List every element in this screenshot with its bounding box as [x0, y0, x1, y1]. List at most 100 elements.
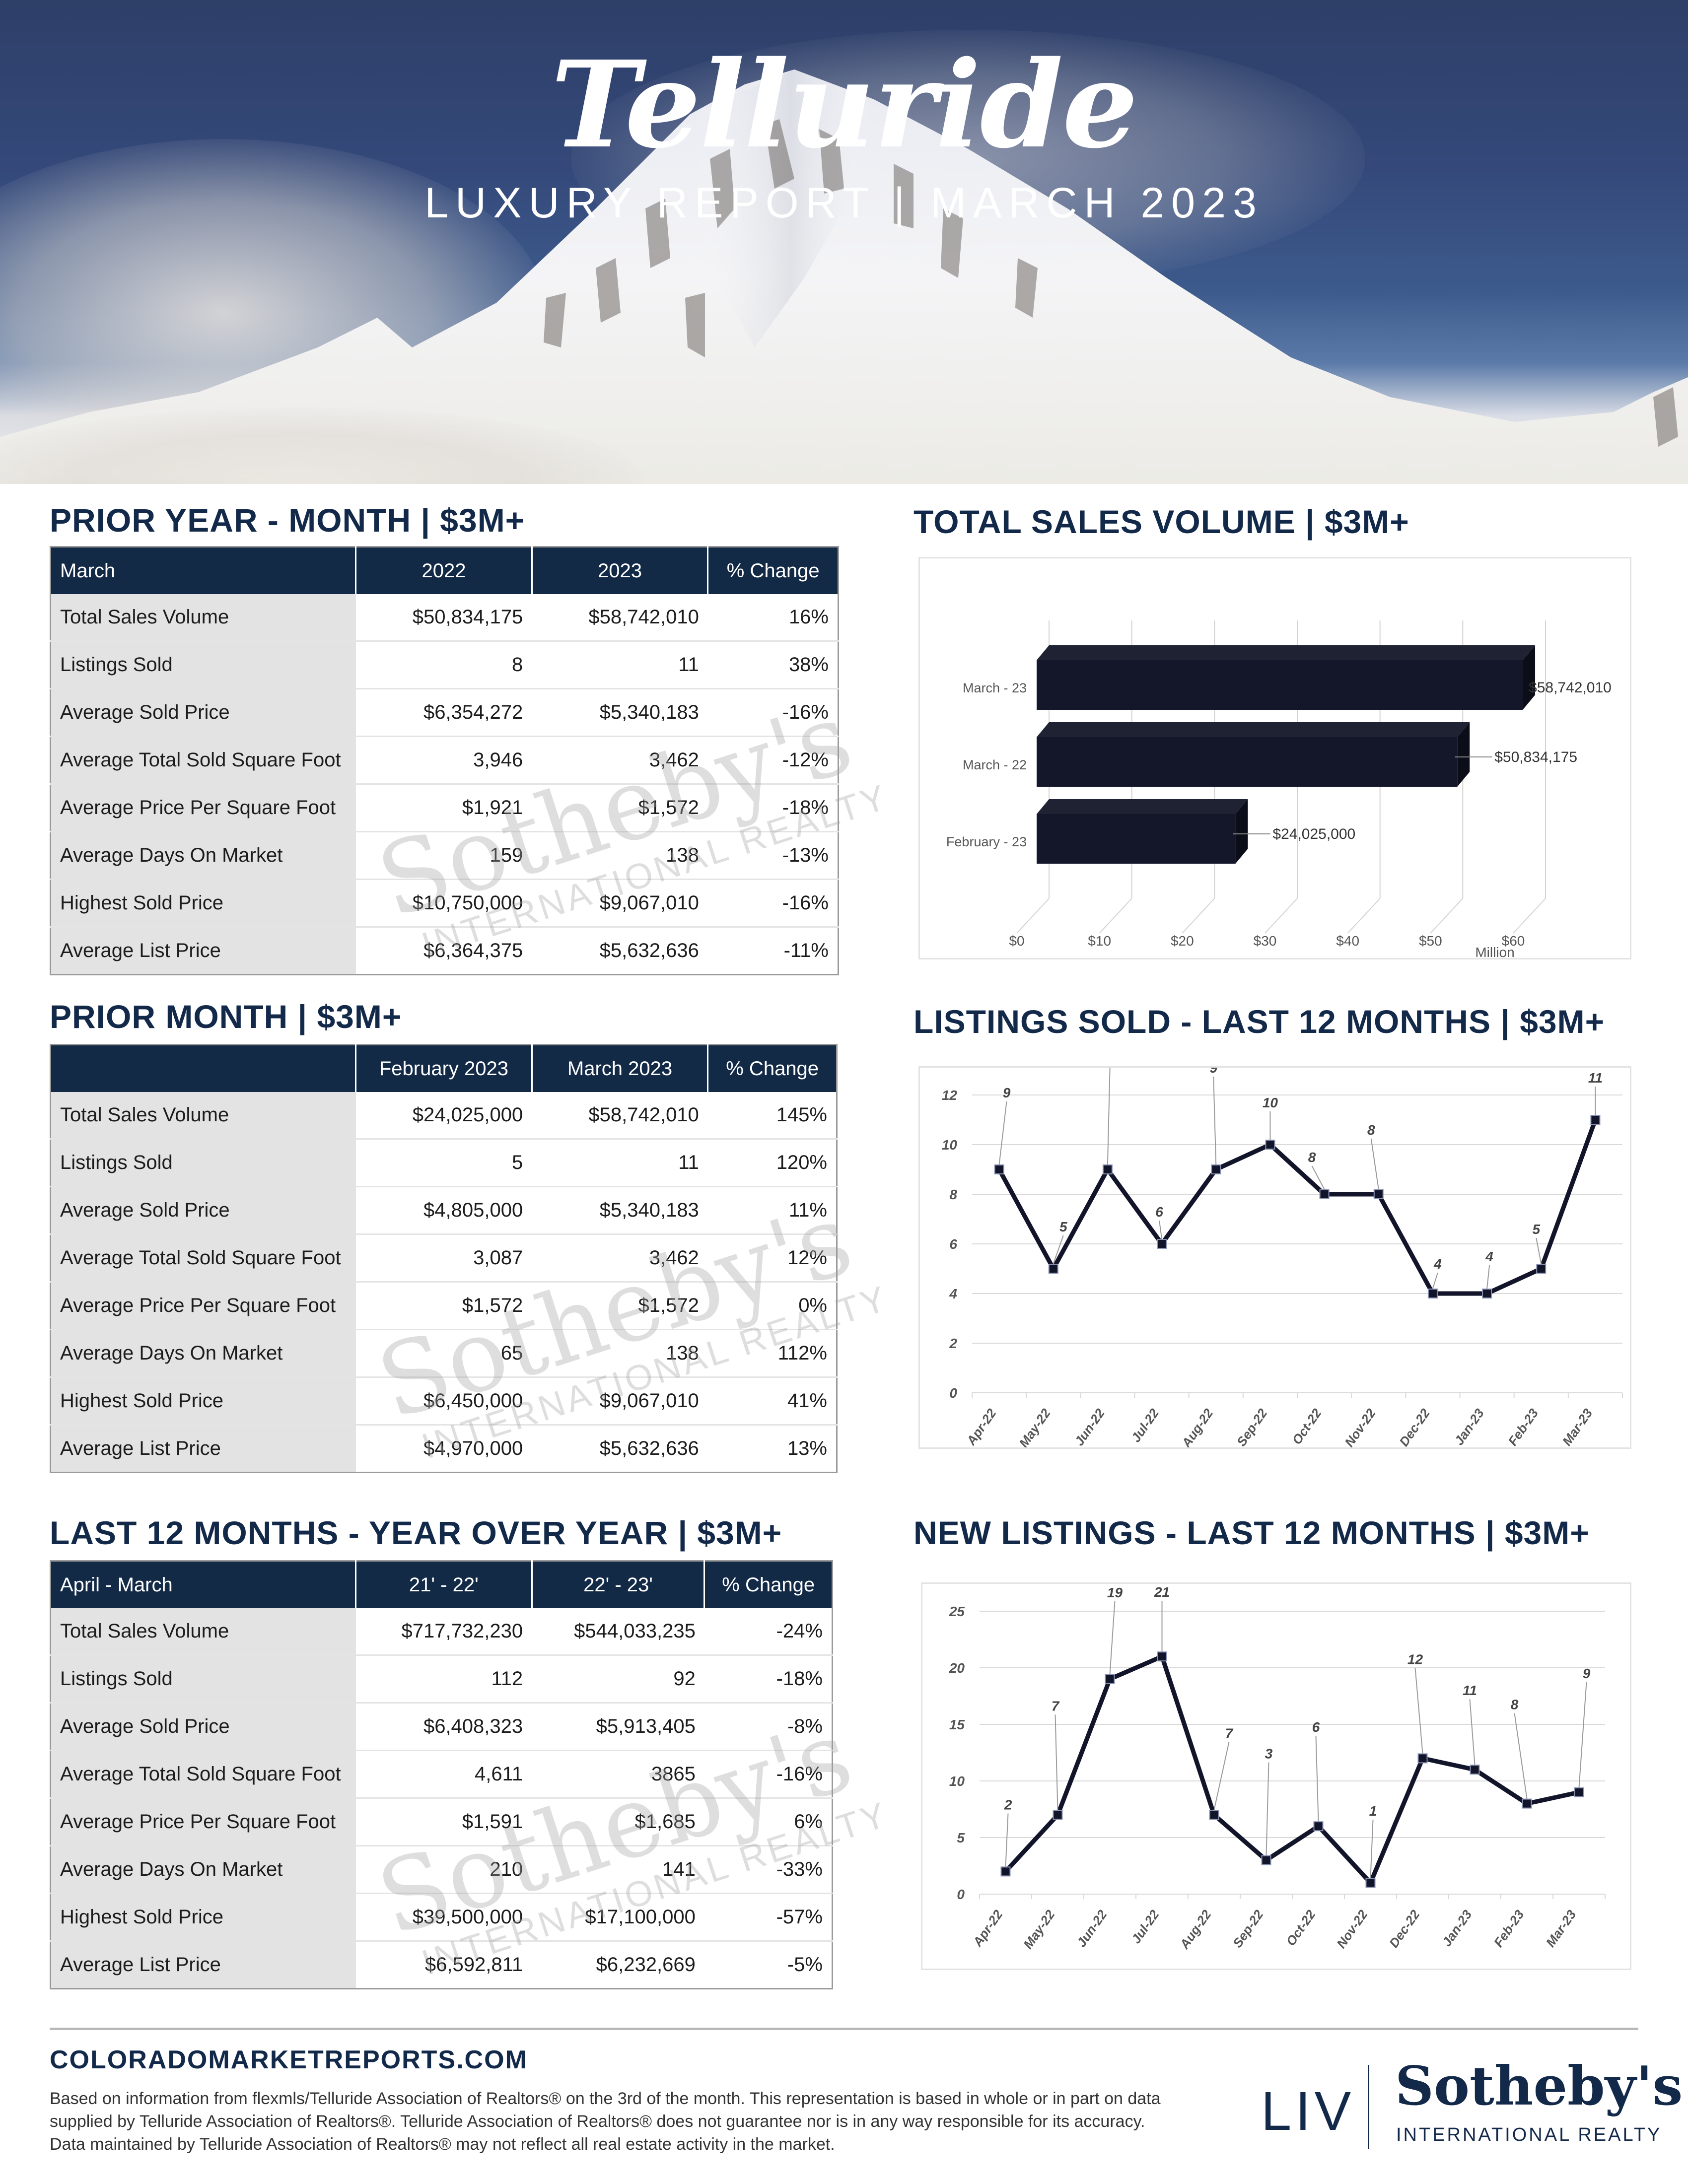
- x-tick-label: Apr-22: [963, 1406, 999, 1447]
- cell-value: $1,572: [532, 1281, 708, 1330]
- prior-year-month-table: March 2022 2023 % Change Total Sales Vol…: [50, 546, 839, 975]
- cell-change: -5%: [704, 1940, 833, 1989]
- y-tick-label: 25: [949, 1604, 965, 1619]
- data-marker: [1482, 1289, 1492, 1298]
- x-tick-label: Nov-22: [1341, 1406, 1379, 1447]
- cell-change: 112%: [707, 1329, 837, 1377]
- x-axis-label: Million: [1475, 945, 1514, 958]
- cell-value: 8: [355, 640, 532, 689]
- cell-value: 141: [532, 1845, 704, 1894]
- x-tick-label: Nov-22: [1334, 1907, 1371, 1951]
- cell-value: $5,340,183: [532, 688, 708, 737]
- cell-change: 12%: [707, 1233, 837, 1282]
- data-marker: [1417, 1753, 1428, 1764]
- cell-value: $6,364,375: [355, 926, 532, 975]
- row-label: Average Total Sold Square Foot: [50, 1233, 356, 1282]
- hero-title: Telluride: [551, 35, 1138, 175]
- cell-change: -16%: [707, 688, 839, 737]
- cell-value: 3865: [532, 1750, 704, 1798]
- column-header: 2023: [532, 546, 709, 594]
- cell-value: $58,742,010: [532, 1092, 708, 1139]
- category-label: March - 22: [963, 757, 1027, 772]
- table-row: Listings Sold 5 11 120%: [50, 1138, 837, 1187]
- row-label: Total Sales Volume: [50, 1608, 356, 1655]
- row-label: Average Sold Price: [50, 1702, 356, 1751]
- table-row: Average Sold Price $4,805,000 $5,340,183 11…: [50, 1186, 837, 1234]
- column-header: % Change: [704, 1561, 833, 1608]
- bar: [1037, 814, 1236, 864]
- y-tick-label: 5: [957, 1830, 965, 1845]
- column-header: 21' - 22': [355, 1561, 533, 1608]
- row-label: Average Days On Market: [50, 1329, 356, 1377]
- x-tick-label: $20: [1171, 933, 1194, 949]
- cell-value: $39,500,000: [355, 1893, 532, 1941]
- chart-title-new-listings: NEW LISTINGS - LAST 12 MONTHS | $3M+: [914, 1514, 1590, 1551]
- x-tick-label: Aug-22: [1178, 1406, 1216, 1447]
- column-header: April - March: [50, 1561, 356, 1608]
- cell-value: $4,805,000: [355, 1186, 532, 1234]
- table-row: Highest Sold Price $10,750,000 $9,067,010-…: [50, 879, 839, 927]
- chart-title-total-sales-volume: TOTAL SALES VOLUME | $3M+: [914, 503, 1409, 540]
- data-marker: [1574, 1787, 1584, 1797]
- y-tick-label: 20: [949, 1660, 965, 1676]
- data-label: 8: [1308, 1150, 1316, 1165]
- cell-change: 6%: [704, 1797, 833, 1846]
- data-label: 6: [1155, 1204, 1163, 1220]
- data-marker: [1265, 1140, 1275, 1150]
- cell-value: $1,685: [532, 1797, 704, 1846]
- cell-value: $9,067,010: [532, 879, 708, 927]
- x-tick-label: Dec-22: [1386, 1907, 1423, 1951]
- row-label: Average Days On Market: [50, 831, 356, 880]
- y-tick-label: 10: [942, 1137, 958, 1153]
- column-header: 2022: [355, 546, 533, 594]
- cell-value: 4,611: [355, 1750, 532, 1798]
- x-tick-label: Jan-23: [1451, 1406, 1487, 1447]
- cell-value: 112: [355, 1654, 532, 1703]
- table-row: Total Sales Volume $50,834,175 $58,742,010…: [50, 594, 839, 641]
- x-tick-label: Oct-22: [1289, 1406, 1325, 1447]
- cell-value: 138: [532, 831, 708, 880]
- cell-value: 5: [355, 1138, 532, 1187]
- data-marker: [1157, 1651, 1167, 1662]
- data-label: 12: [1407, 1651, 1423, 1667]
- column-header: % Change: [707, 1044, 837, 1092]
- column-header: [50, 1044, 357, 1092]
- last-12-yoy-table: April - March 21' - 22' 22' - 23' % Chan…: [50, 1560, 833, 1989]
- data-marker: [1313, 1821, 1324, 1832]
- table-row: Average List Price $6,592,811 $6,232,669 -5…: [50, 1940, 833, 1989]
- table-row: Average Total Sold Square Foot 4,611 3865-…: [50, 1750, 833, 1798]
- data-marker: [1157, 1239, 1167, 1249]
- row-label: Total Sales Volume: [50, 594, 356, 641]
- table-row: Average Price Per Square Foot $1,921 $1,57…: [50, 783, 839, 832]
- cell-value: $544,033,235: [532, 1608, 704, 1655]
- y-tick-label: 6: [949, 1236, 957, 1252]
- data-marker: [1536, 1264, 1547, 1274]
- x-tick-label: May-22: [1016, 1406, 1054, 1447]
- logo-liv: LIV: [1261, 2081, 1355, 2142]
- column-header: % Change: [707, 546, 839, 594]
- table-row: Average Price Per Square Foot $1,572 $1,57…: [50, 1281, 837, 1330]
- cell-value: 3,946: [355, 736, 532, 784]
- row-label: Total Sales Volume: [50, 1092, 356, 1139]
- footer-website-link[interactable]: COLORADOMARKETREPORTS.COM: [50, 2046, 528, 2074]
- row-label: Average Price Per Square Foot: [50, 1281, 356, 1330]
- y-tick-label: 8: [949, 1187, 957, 1202]
- x-tick-label: Oct-22: [1283, 1907, 1318, 1949]
- category-label: March - 23: [963, 681, 1027, 695]
- hero-subtitle: LUXURY REPORT | MARCH 2023: [424, 179, 1264, 227]
- data-label: 9: [1583, 1666, 1591, 1681]
- x-tick-label: $30: [1254, 933, 1277, 949]
- total-sales-volume-chart: $0 $10 $20 $30 $40 $50 $60 Million March - 23 $58…: [918, 557, 1631, 960]
- data-label: 9: [1209, 1068, 1217, 1076]
- cell-value: $1,572: [532, 783, 708, 832]
- cell-value: 11: [532, 1138, 708, 1187]
- x-tick-label: $50: [1419, 933, 1442, 949]
- row-label: Highest Sold Price: [50, 1376, 356, 1425]
- cell-change: 16%: [707, 594, 839, 641]
- table-header-row: March 2022 2023 % Change: [50, 546, 839, 594]
- data-label: 5: [1059, 1219, 1067, 1234]
- table-row: Average List Price $6,364,375 $5,632,636 -1…: [50, 926, 839, 975]
- bar: [1037, 660, 1523, 710]
- y-tick-label: 15: [949, 1717, 965, 1732]
